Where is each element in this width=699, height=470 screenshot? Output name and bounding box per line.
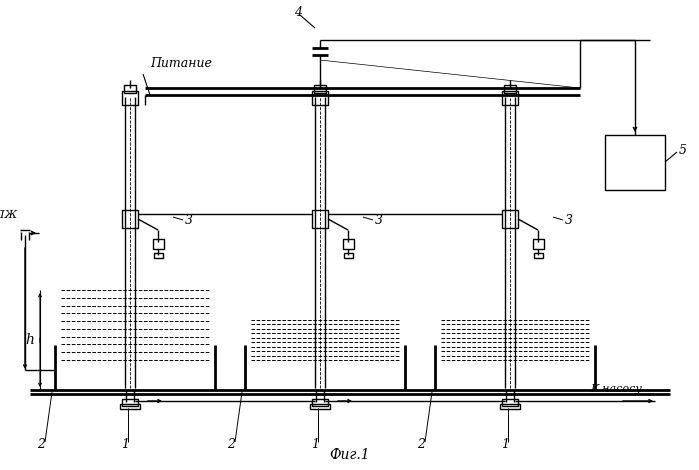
Text: 2: 2 — [417, 439, 425, 452]
Bar — [153, 239, 164, 249]
Bar — [120, 404, 140, 409]
Bar — [312, 210, 328, 228]
Text: 5: 5 — [679, 143, 687, 157]
Bar — [534, 253, 543, 258]
Bar — [122, 399, 138, 406]
Bar — [310, 404, 330, 409]
Bar — [344, 253, 353, 258]
Text: Поток ПЖ: Поток ПЖ — [0, 210, 17, 220]
Bar — [312, 399, 328, 406]
Text: 3: 3 — [185, 213, 193, 227]
Text: 1: 1 — [501, 439, 509, 452]
Bar — [314, 85, 326, 93]
Bar — [502, 399, 518, 406]
Bar — [124, 85, 136, 93]
Text: 2: 2 — [227, 439, 235, 452]
Text: К насосу: К насосу — [590, 384, 642, 394]
Bar — [122, 210, 138, 228]
Bar — [122, 91, 138, 105]
Text: 2: 2 — [37, 439, 45, 452]
Text: Фиг.1: Фиг.1 — [330, 448, 370, 462]
Text: Питание: Питание — [150, 57, 212, 70]
Text: 1: 1 — [121, 439, 129, 452]
Bar — [312, 91, 328, 105]
Text: 4: 4 — [294, 6, 302, 18]
Bar — [502, 210, 518, 228]
Text: h: h — [25, 333, 34, 347]
Bar — [533, 239, 544, 249]
Text: 3: 3 — [565, 213, 573, 227]
Bar — [504, 85, 516, 93]
Bar — [343, 239, 354, 249]
Text: 3: 3 — [375, 213, 383, 227]
Bar — [502, 91, 518, 105]
Text: 1: 1 — [311, 439, 319, 452]
Bar — [500, 404, 520, 409]
Bar — [154, 253, 163, 258]
Bar — [605, 135, 665, 190]
